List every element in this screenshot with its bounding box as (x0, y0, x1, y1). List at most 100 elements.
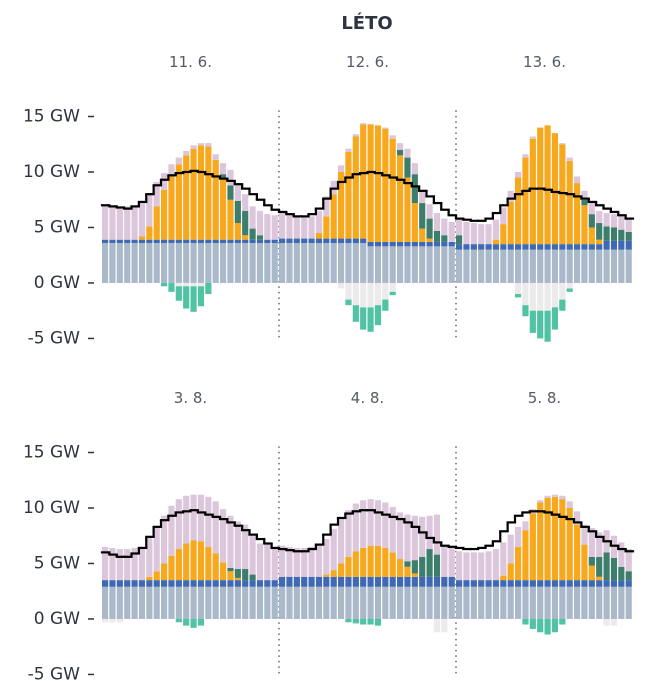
bar-segment (389, 241, 396, 247)
bar-segment (227, 580, 234, 587)
bar-segment (507, 580, 514, 587)
bar-segment (470, 244, 477, 250)
day-label: 11. 6. (169, 53, 212, 71)
bar-segment (271, 546, 278, 581)
bar-segment (404, 514, 411, 562)
bar-segment (249, 206, 256, 229)
bar-segment (338, 282, 345, 289)
bar-segment (544, 249, 551, 283)
bar-segment (190, 239, 197, 244)
bar-segment (197, 239, 205, 244)
bar-segment (242, 235, 249, 240)
bar-segment (264, 243, 271, 283)
bar-segment (559, 244, 566, 250)
bar-segment (249, 534, 256, 575)
bar-segment (581, 205, 588, 245)
bar-segment (190, 618, 197, 628)
bar-segment (426, 218, 433, 239)
bar-segment (411, 573, 418, 577)
y-tick-label: 10 GW (23, 162, 80, 182)
bar-segment (367, 499, 374, 546)
bar-segment (463, 249, 470, 283)
bar-segment (404, 566, 411, 577)
bar-segment (109, 239, 116, 244)
bar-segment (522, 305, 529, 317)
bar-segment (190, 243, 197, 283)
bar-segment (168, 164, 175, 176)
bar-segment (537, 244, 544, 250)
bar-segment (161, 580, 168, 587)
bar-segment (249, 574, 256, 581)
bar-segment (485, 586, 492, 619)
bar-segment (389, 138, 396, 242)
bar-segment (308, 238, 315, 244)
bar-segment (566, 586, 573, 619)
bar-segment (161, 239, 168, 244)
bar-segment (323, 539, 330, 575)
bar-segment (566, 160, 573, 245)
bar-segment (352, 136, 359, 239)
bar-segment (610, 240, 618, 250)
y-tick-label: 10 GW (23, 498, 80, 518)
bar-segment (360, 307, 367, 330)
bar-segment (345, 576, 352, 587)
bar-segment (212, 159, 219, 240)
bar-segment (397, 559, 404, 577)
bar-segment (161, 586, 168, 619)
bar-segment (279, 545, 286, 577)
bar-segment (529, 586, 536, 619)
bar-segment (404, 177, 411, 242)
bar-segment (574, 586, 581, 619)
bar-segment (264, 214, 271, 240)
bar-segment (426, 549, 433, 577)
bar-segment (183, 150, 190, 156)
bar-segment (352, 503, 359, 552)
bar-segment (441, 618, 448, 633)
bar-segment (588, 527, 595, 557)
bar-segment (315, 210, 323, 234)
bar-segment (138, 236, 146, 240)
bar-segment (161, 515, 168, 564)
bar-segment (109, 586, 116, 619)
bar-segment (419, 203, 426, 229)
bar-segment (168, 586, 175, 619)
bar-segment (227, 169, 234, 186)
bar-segment (441, 235, 448, 242)
bar-segment (537, 500, 544, 503)
bar-segment (433, 246, 441, 283)
bar-segment (242, 569, 249, 581)
bar-segment (603, 580, 610, 587)
bar-segment (360, 586, 367, 619)
bar-segment (522, 282, 529, 306)
bar-segment (308, 586, 315, 619)
bar-segment (175, 157, 182, 165)
bar-segment (625, 249, 632, 283)
bar-segment (596, 239, 603, 245)
bar-segment (183, 286, 190, 309)
bar-segment (485, 224, 492, 245)
bar-segment (242, 586, 249, 619)
bar-segment (102, 204, 109, 240)
bar-segment (507, 534, 514, 564)
bar-segment (389, 506, 396, 553)
bar-segment (559, 499, 566, 581)
bar-segment (279, 243, 286, 283)
bar-segment (234, 569, 241, 578)
bar-segment (610, 535, 618, 558)
bar-segment (411, 163, 418, 175)
bar-segment (360, 124, 367, 239)
bar-segment (551, 580, 559, 587)
bar-segment (588, 227, 595, 245)
bar-segment (515, 244, 522, 250)
bar-segment (360, 123, 367, 125)
bar-segment (419, 586, 426, 619)
bar-segment (249, 239, 256, 244)
bar-segment (374, 586, 382, 619)
bar-segment (286, 586, 293, 619)
bar-segment (205, 580, 212, 587)
bar-segment (433, 576, 441, 587)
bar-segment (330, 576, 337, 587)
bar-segment (441, 576, 448, 587)
bar-segment (220, 580, 227, 587)
